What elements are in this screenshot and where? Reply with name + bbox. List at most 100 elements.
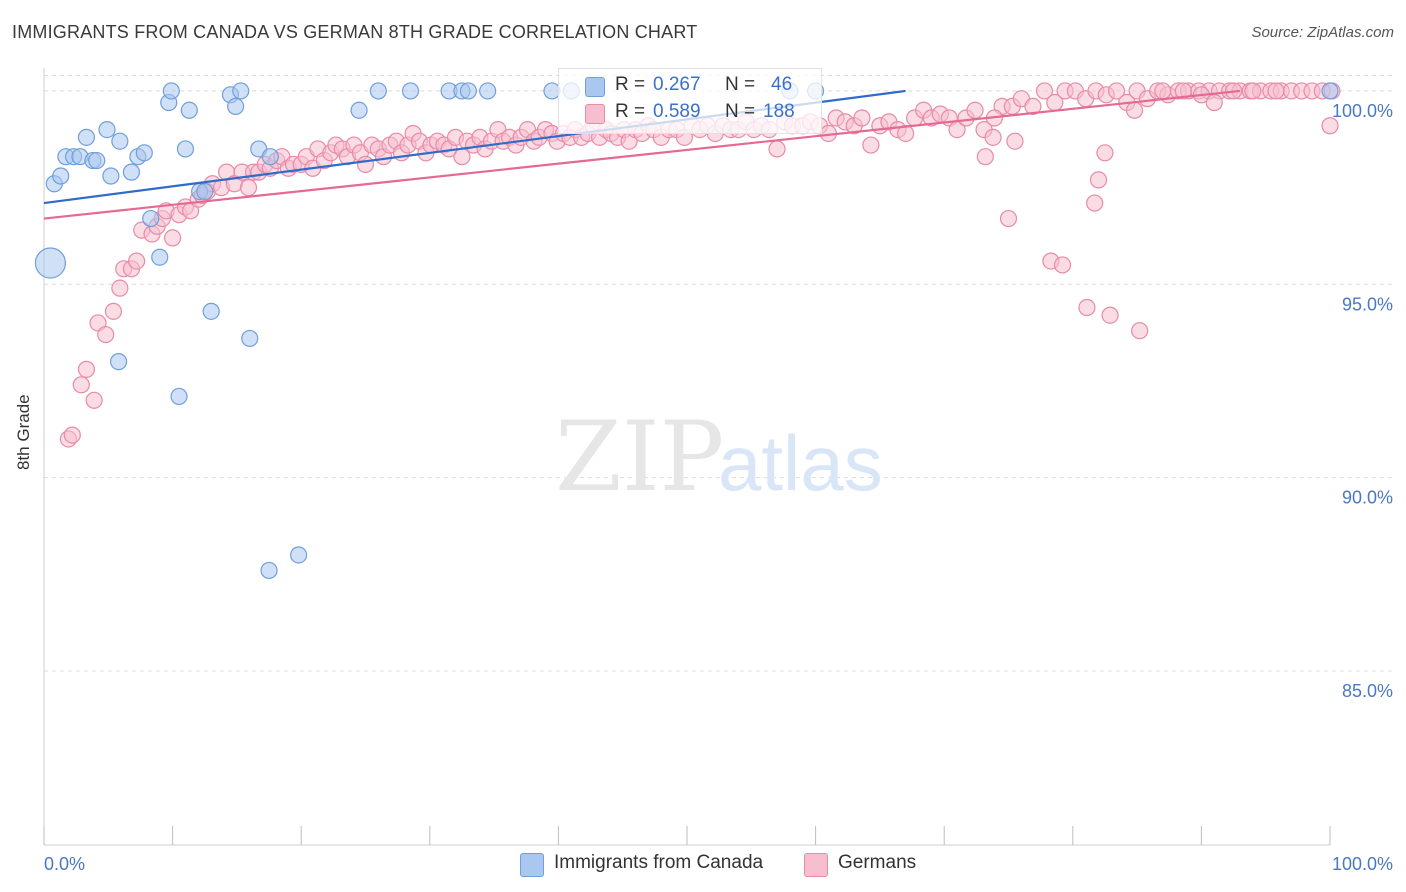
legend-pink-r-label: R = [615,101,646,122]
blue-point-11 [111,132,129,150]
legend-blue-n-label: N = [725,74,756,95]
pink-point-136 [966,101,984,119]
legend-pink-r-value: 0.589 [653,101,701,122]
watermark: ZIP atlas [555,401,883,513]
watermark-atlas: atlas [718,419,883,507]
blue-point-44 [109,353,128,371]
axes [43,68,1331,846]
blue-point-23 [196,182,214,201]
pink-point-4 [85,391,103,409]
blue-point-12 [122,163,141,181]
stats-legend: R = 0.267 N = 46 R = 0.589 N = 188 [558,68,822,134]
pink-point-2 [72,376,90,394]
pink-point-177 [1078,298,1096,317]
pink-point-124 [862,136,880,154]
pink-point-7 [104,302,123,320]
legend-blue-r-label: R = [615,74,646,95]
pink-point-189 [1205,93,1223,112]
legend-blue-n-value: 46 [771,74,793,95]
blue-point-27 [232,82,250,100]
legend-blue-r-value: 0.267 [653,74,701,95]
pink-point-185 [1096,144,1114,162]
blue-point-28 [241,329,259,348]
pink-point-192 [1267,82,1285,100]
series-legend: Immigrants from Canada Germans [0,852,1406,878]
legend-swatch-blue [585,77,605,97]
y-tick-label-1: 90.0% [1342,488,1393,508]
legend-label-canada: Immigrants from Canada [554,852,764,873]
pink-point-138 [984,128,1002,146]
legend-label-germans: Germans [838,852,917,873]
y-tick-label-0: 85.0% [1342,681,1393,701]
chart-title: IMMIGRANTS FROM CANADA VS GERMAN 8TH GRA… [12,22,698,42]
pink-point-17 [164,229,182,247]
pink-point-49 [356,155,375,174]
legend-pink-n-value: 188 [763,101,795,122]
pink-point-143 [1035,82,1054,100]
blue-point-45 [1321,82,1339,100]
pink-point-3 [77,360,96,378]
blue-point-31 [261,148,279,166]
pink-point-150 [1107,82,1126,100]
pink-point-11 [127,252,146,270]
pink-point-180 [1089,171,1108,189]
pink-point-178 [1101,306,1119,324]
legend-pink-n-label: N = [725,101,756,122]
pink-point-176 [1053,256,1072,274]
pink-point-181 [1086,194,1104,212]
pink-point-1 [63,426,81,444]
pink-point-29 [239,179,258,197]
legend-swatch-pink [585,104,605,124]
blue-point-16 [151,248,169,266]
germans-points [59,82,1341,448]
blue-point-39 [479,82,497,100]
blue-point-20 [176,140,195,158]
blue-point-33 [350,101,368,119]
pink-point-191 [1244,82,1262,100]
blue-point-30 [260,561,278,580]
blue-point-21 [180,101,198,119]
blue-point-19 [170,387,188,406]
x-tick-label-1: 100.0% [1332,854,1393,874]
pink-point-187 [1174,82,1192,100]
grid-lines [44,74,1395,672]
blue-point-8 [88,151,106,170]
blue-point-15 [142,209,160,228]
blue-point-26 [227,97,245,116]
watermark-zip: ZIP [555,401,724,513]
y-tick-label-2: 95.0% [1342,294,1393,314]
pink-point-179 [1131,322,1149,340]
blue-point-2 [52,167,70,185]
pink-point-113 [768,140,786,158]
blue-point-18 [162,82,180,100]
pink-point-174 [999,209,1018,228]
pink-trend-line [43,89,1241,220]
y-tick-label-3: 100.0% [1332,101,1393,121]
blue-point-34 [369,82,387,100]
blue-point-9 [98,121,116,139]
pink-point-142 [1024,97,1042,116]
legend-swatch-canada [520,853,544,877]
pink-point-184 [976,148,994,166]
pink-point-182 [1125,101,1144,119]
blue-point-6 [77,128,96,146]
pink-point-172 [1321,117,1339,135]
pink-point-183 [1006,132,1024,150]
pink-point-123 [853,109,871,127]
x-tick-label-0: 0.0% [44,854,85,874]
blue-point-10 [102,167,120,185]
blue-point-14 [135,144,153,162]
blue-point-38 [459,82,477,100]
blue-point-35 [401,82,420,100]
chart-source: Source: ZipAtlas.com [1251,24,1394,41]
tick-labels: 85.0% 90.0% 95.0% 100.0% 0.0% 100.0% [44,101,1393,874]
pink-point-128 [897,124,915,143]
pink-point-186 [1154,82,1172,100]
blue-point-24 [202,302,220,320]
pink-point-8 [111,279,129,297]
pink-point-6 [97,325,115,344]
blue-point-32 [290,546,308,564]
legend-swatch-germans [804,853,828,877]
blue-point-0 [34,247,67,279]
